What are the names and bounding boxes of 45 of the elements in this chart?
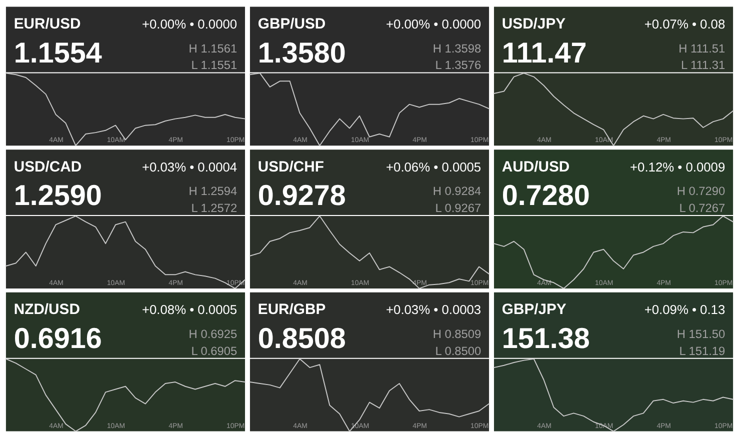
text: +0.12% • 0.0009 bbox=[630, 159, 726, 174]
text: 0.8508 bbox=[258, 322, 346, 355]
chart-title: USD/CHF bbox=[258, 159, 324, 176]
text: +0.06% • 0.0005 bbox=[386, 159, 482, 174]
text: L 111.31 bbox=[681, 58, 726, 72]
text: +0.00% • 0.0000 bbox=[386, 16, 482, 32]
text: L 0.7267 bbox=[679, 201, 726, 216]
chart-title: NZD/USD bbox=[14, 302, 80, 318]
chart-title: GBP/USD bbox=[258, 16, 326, 33]
text: +0.09% • 0.13 bbox=[644, 302, 726, 318]
text: 0.6916 bbox=[14, 322, 102, 355]
text: L 1.1551 bbox=[191, 58, 238, 72]
text: 111.47 bbox=[502, 37, 587, 70]
chart-title: EUR/USD bbox=[14, 16, 82, 33]
text: 1.3580 bbox=[258, 37, 346, 70]
text: +0.03% • 0.0003 bbox=[386, 302, 482, 318]
text: H 0.7290 bbox=[676, 184, 726, 198]
text: L 1.2572 bbox=[191, 201, 238, 216]
text: L 0.9267 bbox=[435, 201, 482, 216]
text: +0.00% • 0.0000 bbox=[142, 16, 238, 32]
chart-title: USD/CAD bbox=[14, 159, 82, 176]
text: H 0.9284 bbox=[432, 184, 482, 198]
text: L 151.19 bbox=[679, 344, 726, 358]
text: 1.2590 bbox=[14, 180, 102, 212]
text: 1.1554 bbox=[14, 37, 102, 70]
text: L 0.8500 bbox=[435, 344, 482, 358]
text: L 0.6905 bbox=[191, 344, 238, 358]
text: L 1.3576 bbox=[435, 58, 482, 72]
text: H 0.6925 bbox=[188, 327, 238, 342]
text: H 1.1561 bbox=[188, 41, 238, 56]
text: +0.03% • 0.0004 bbox=[142, 159, 238, 174]
text: H 151.50 bbox=[676, 327, 726, 342]
text: 0.7280 bbox=[502, 180, 590, 212]
text: +0.07% • 0.08 bbox=[644, 16, 726, 32]
text: 151.38 bbox=[502, 322, 590, 355]
chart-title: AUD/USD bbox=[502, 159, 570, 176]
text: H 1.2594 bbox=[188, 184, 238, 198]
text: 0.9278 bbox=[258, 180, 346, 212]
chart-title: USD/JPY bbox=[502, 16, 566, 33]
text: H 0.8509 bbox=[432, 327, 482, 342]
chart-title: GBP/JPY bbox=[502, 302, 566, 318]
text: +0.08% • 0.0005 bbox=[142, 302, 238, 318]
chart-title: EUR/GBP bbox=[258, 302, 326, 318]
text: H 1.3598 bbox=[432, 41, 482, 56]
text: H 111.51 bbox=[678, 41, 726, 56]
